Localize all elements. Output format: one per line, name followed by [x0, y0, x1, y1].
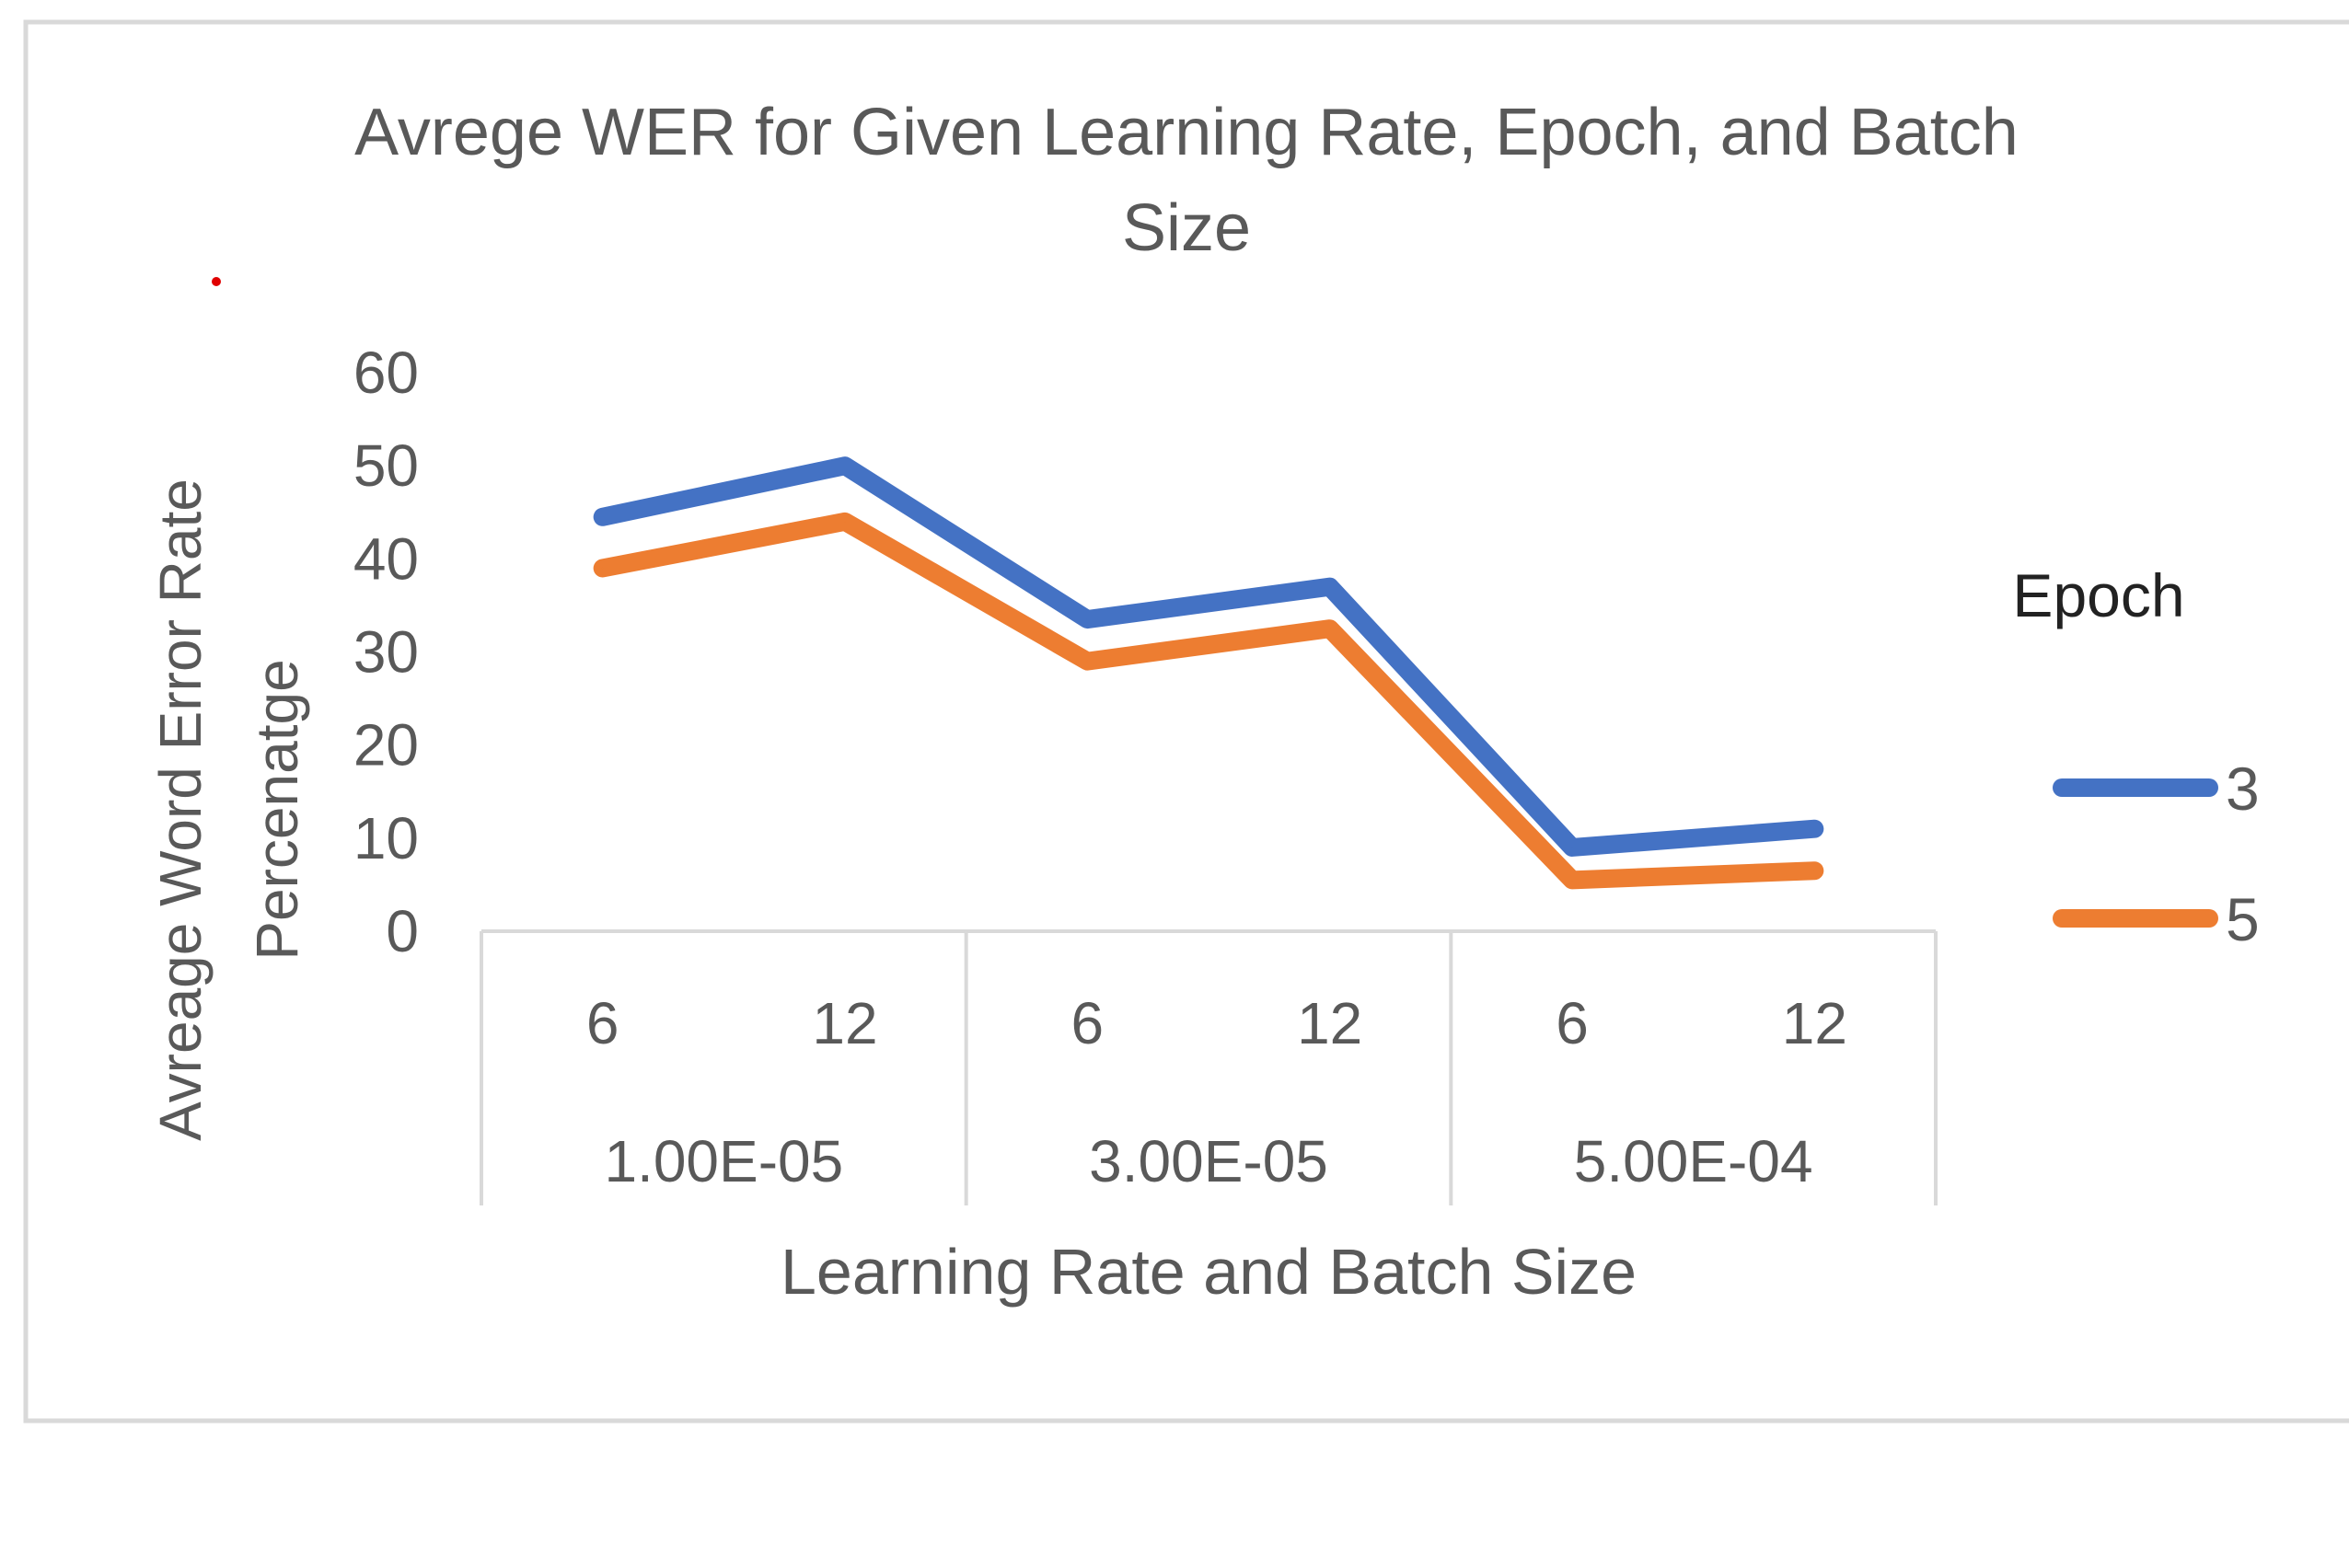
x-tick-label: 12 — [812, 990, 877, 1056]
data-point-epoch-3 — [601, 515, 604, 518]
x-tick-label: 6 — [1556, 990, 1589, 1056]
x-tick-label: 12 — [1297, 990, 1362, 1056]
x-axis: 6 12 6 12 6 12 1.00E-05 3.00E-05 5.00E-04 — [480, 929, 1938, 1205]
y-axis-title: Avreage Word Error Rate Percenatge — [147, 478, 310, 1141]
data-point-epoch-3 — [1086, 618, 1089, 621]
data-point-epoch-3 — [1813, 827, 1816, 830]
data-point-epoch-5 — [1571, 879, 1573, 882]
plot-area — [593, 456, 1824, 890]
data-point-epoch-3 — [844, 465, 846, 467]
data-point-epoch-3 — [1571, 846, 1573, 848]
chart-frame — [23, 19, 2349, 1424]
chart-title-line-2: Size — [1122, 191, 1251, 265]
data-point-epoch-5 — [601, 567, 604, 570]
y-tick-label: 40 — [353, 525, 419, 592]
legend-label-epoch-5: 5 — [2226, 885, 2260, 953]
x-tick-label: 6 — [1071, 990, 1105, 1056]
y-tick-label: 20 — [353, 712, 419, 778]
y-tick-label: 60 — [353, 340, 419, 406]
data-point-epoch-3 — [1328, 585, 1331, 588]
x-group-label: 5.00E-04 — [1574, 1128, 1813, 1194]
y-axis-ticks: 0 10 20 30 40 50 60 — [353, 340, 419, 964]
data-point-epoch-5 — [1813, 870, 1816, 872]
data-point-epoch-5 — [1328, 628, 1331, 630]
x-group-label: 3.00E-05 — [1089, 1128, 1328, 1194]
legend: Epoch 3 5 — [2012, 561, 2259, 953]
x-tick-label: 6 — [586, 990, 619, 1056]
y-tick-label: 50 — [353, 432, 419, 499]
y-tick-label: 0 — [386, 898, 419, 964]
data-point-epoch-5 — [1086, 660, 1089, 663]
stray-dot — [212, 277, 221, 286]
legend-label-epoch-3: 3 — [2226, 755, 2260, 823]
y-tick-label: 10 — [353, 805, 419, 871]
y-axis-title-line-1: Avreage Word Error Rate — [147, 478, 214, 1141]
y-axis-title-line-2: Percenatge — [244, 659, 310, 960]
legend-title: Epoch — [2012, 561, 2184, 629]
chart-title-line-1: Avrege WER for Given Learning Rate, Epoc… — [354, 96, 2019, 169]
x-group-label: 1.00E-05 — [604, 1128, 843, 1194]
data-point-epoch-5 — [844, 520, 846, 523]
series-line-epoch-3 — [593, 456, 1824, 857]
series-line-epoch-5 — [593, 512, 1824, 890]
y-tick-label: 30 — [353, 619, 419, 686]
x-tick-label: 12 — [1782, 990, 1847, 1056]
x-axis-title: Learning Rate and Batch Size — [781, 1236, 1637, 1308]
